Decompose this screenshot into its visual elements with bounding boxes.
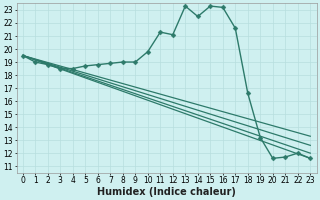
- X-axis label: Humidex (Indice chaleur): Humidex (Indice chaleur): [97, 187, 236, 197]
